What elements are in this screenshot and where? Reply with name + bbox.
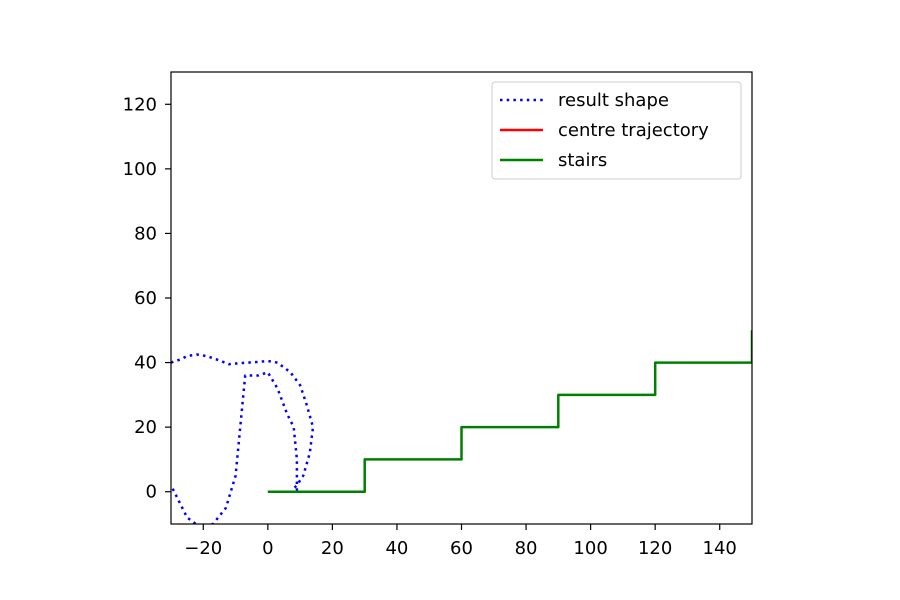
y-tick-label: 120 xyxy=(123,94,157,115)
x-tick-label: 60 xyxy=(450,538,473,559)
x-tick-label: 40 xyxy=(385,538,408,559)
y-tick-label: 40 xyxy=(134,353,157,374)
x-tick-label: 20 xyxy=(321,538,344,559)
plot-series-layer xyxy=(171,330,752,524)
x-axis: −20 0 20 40 60 80 100 120 140 xyxy=(184,524,737,559)
legend: result shape centre trajectory stairs xyxy=(491,81,742,180)
y-tick-label: 0 xyxy=(146,482,157,503)
legend-label-stairs: stairs xyxy=(558,150,607,171)
x-tick-label: 0 xyxy=(262,538,273,559)
x-tick-label: 100 xyxy=(573,538,607,559)
y-axis: 0 20 40 60 80 100 120 xyxy=(123,94,171,503)
y-tick-label: 60 xyxy=(134,288,157,309)
legend-label-result-shape: result shape xyxy=(558,90,669,111)
x-tick-label: −20 xyxy=(184,538,222,559)
series-line-stairs xyxy=(267,330,752,493)
legend-label-centre-trajectory: centre trajectory xyxy=(558,120,709,141)
y-tick-label: 20 xyxy=(134,417,157,438)
series-line-result-shape xyxy=(171,353,315,524)
x-tick-label: 140 xyxy=(703,538,737,559)
x-tick-label: 120 xyxy=(638,538,672,559)
y-tick-label: 100 xyxy=(123,159,157,180)
legend-box xyxy=(491,81,742,180)
x-tick-label: 80 xyxy=(515,538,538,559)
y-tick-label: 80 xyxy=(134,223,157,244)
